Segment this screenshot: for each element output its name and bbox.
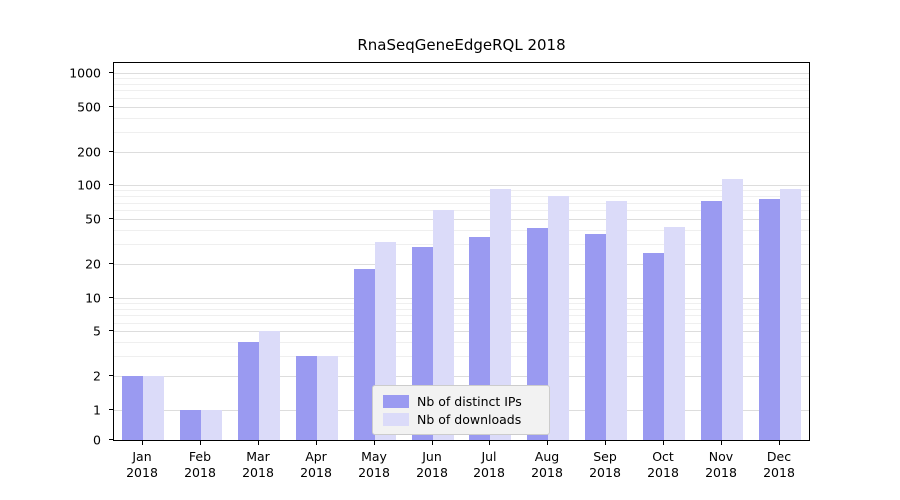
y-tick-mark bbox=[109, 150, 113, 152]
y-tick-label: 20 bbox=[85, 256, 101, 272]
legend-swatch-distinct-ips bbox=[383, 394, 409, 408]
x-tick-label: Oct 2018 bbox=[647, 449, 679, 480]
x-tick-label: Apr 2018 bbox=[300, 449, 332, 480]
y-tick-label: 500 bbox=[77, 99, 101, 115]
x-tick-mark bbox=[200, 441, 201, 445]
x-tick-mark bbox=[605, 441, 606, 445]
gridline-minor bbox=[114, 90, 809, 92]
x-tick-mark bbox=[779, 441, 780, 445]
gridline-major bbox=[114, 151, 809, 153]
bar-dec-downloads bbox=[780, 189, 801, 440]
x-tick-label: Jun 2018 bbox=[416, 449, 448, 480]
y-tick-label: 10 bbox=[85, 290, 101, 306]
x-tick-label: Jan 2018 bbox=[126, 449, 158, 480]
x-tick-label: Feb 2018 bbox=[184, 449, 216, 480]
bar-apr-downloads bbox=[317, 356, 338, 440]
y-tick-mark bbox=[109, 262, 113, 264]
gridline-minor bbox=[114, 78, 809, 80]
gridline-minor bbox=[114, 83, 809, 85]
x-tick-mark bbox=[663, 441, 664, 445]
y-tick-label: 5 bbox=[93, 323, 101, 339]
x-tick-label: Nov 2018 bbox=[705, 449, 737, 480]
x-tick-label: Jul 2018 bbox=[473, 449, 505, 480]
y-tick-mark bbox=[109, 218, 113, 220]
bar-mar-ips bbox=[238, 342, 259, 440]
y-tick-mark bbox=[109, 72, 113, 73]
y-tick-label: 50 bbox=[85, 211, 101, 227]
gridline-minor bbox=[114, 97, 809, 99]
bar-sep-ips bbox=[585, 234, 606, 440]
bar-apr-ips bbox=[296, 356, 317, 440]
y-tick-label: 2 bbox=[93, 368, 101, 384]
bar-jan-ips bbox=[122, 376, 143, 440]
x-tick-mark bbox=[721, 441, 722, 445]
bar-feb-downloads bbox=[201, 410, 222, 440]
legend-item-downloads: Nb of downloads bbox=[383, 410, 539, 428]
x-tick-mark bbox=[547, 441, 548, 445]
bar-feb-ips bbox=[180, 410, 201, 440]
x-tick-mark bbox=[316, 441, 317, 445]
x-tick-mark bbox=[142, 441, 143, 445]
x-tick-mark bbox=[258, 441, 259, 445]
x-tick-label: Dec 2018 bbox=[763, 449, 795, 480]
legend: Nb of distinct IPs Nb of downloads bbox=[372, 385, 550, 435]
bar-aug-downloads bbox=[548, 196, 569, 440]
bar-may-ips bbox=[354, 269, 375, 440]
y-tick-mark bbox=[109, 330, 113, 332]
y-axis: 0 1 2 5 10 20 50 100 200 500 1000 bbox=[0, 62, 113, 448]
x-tick-label: May 2018 bbox=[358, 449, 390, 480]
y-tick-mark bbox=[109, 409, 113, 410]
gridline-minor bbox=[114, 190, 809, 192]
bar-oct-downloads bbox=[664, 227, 685, 440]
y-tick-mark bbox=[109, 296, 113, 298]
bar-jul-downloads bbox=[490, 189, 511, 440]
y-tick-label: 200 bbox=[77, 144, 101, 160]
y-tick-mark bbox=[109, 105, 113, 107]
x-tick-label: Aug 2018 bbox=[531, 449, 563, 480]
bar-dec-ips bbox=[759, 199, 780, 440]
x-tick-label: Sep 2018 bbox=[589, 449, 621, 480]
x-tick-mark bbox=[374, 441, 375, 445]
bar-mar-downloads bbox=[259, 331, 280, 440]
gridline-minor bbox=[114, 117, 809, 119]
y-tick-label: 1 bbox=[93, 402, 101, 418]
x-axis: Jan 2018 Feb 2018 Mar 2018 Apr 2018 May 2018 Jun 20… bbox=[113, 441, 810, 496]
bar-nov-ips bbox=[701, 201, 722, 440]
legend-label-downloads: Nb of downloads bbox=[417, 411, 522, 427]
gridline-major bbox=[114, 106, 809, 108]
y-tick-label: 1000 bbox=[69, 65, 101, 81]
bar-oct-ips bbox=[643, 253, 664, 440]
y-tick-mark bbox=[109, 439, 113, 440]
x-tick-mark bbox=[489, 441, 490, 445]
y-tick-mark bbox=[109, 184, 113, 186]
chart-title: RnaSeqGeneEdgeRQL 2018 bbox=[357, 36, 566, 54]
bar-sep-downloads bbox=[606, 201, 627, 440]
gridline-major bbox=[114, 73, 809, 74]
y-tick-label: 100 bbox=[77, 177, 101, 193]
gridline-minor bbox=[114, 131, 809, 133]
legend-label-distinct-ips: Nb of distinct IPs bbox=[417, 393, 522, 409]
x-tick-mark bbox=[432, 441, 433, 445]
gridline-minor bbox=[114, 196, 809, 198]
y-tick-label: 0 bbox=[93, 432, 101, 448]
y-tick-mark bbox=[109, 375, 113, 377]
plot-area: Nb of distinct IPs Nb of downloads bbox=[113, 62, 810, 441]
legend-swatch-downloads bbox=[383, 412, 409, 426]
bar-nov-downloads bbox=[722, 179, 743, 440]
x-tick-label: Mar 2018 bbox=[242, 449, 274, 480]
gridline-major bbox=[114, 185, 809, 187]
legend-item-distinct-ips: Nb of distinct IPs bbox=[383, 392, 539, 410]
bar-jan-downloads bbox=[143, 376, 164, 440]
bar-jun-downloads bbox=[433, 210, 454, 440]
